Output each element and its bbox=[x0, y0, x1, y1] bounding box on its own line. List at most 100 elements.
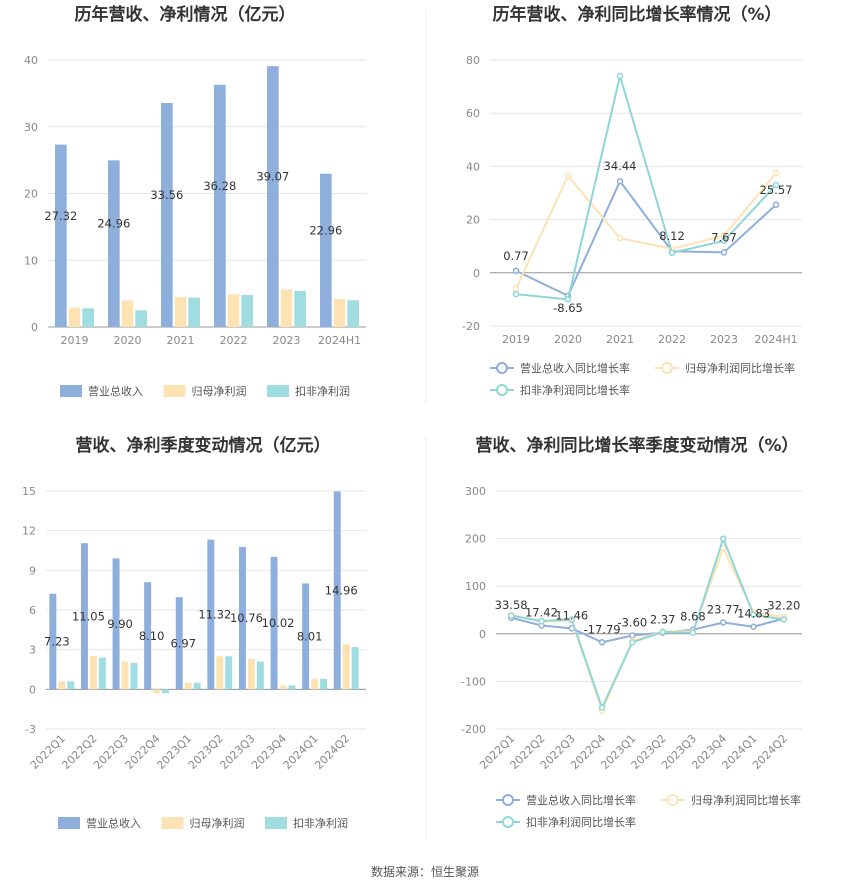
annual-growth-x-tick-2020: 2020 bbox=[554, 333, 582, 346]
annual-amount-bar-s2-2020 bbox=[135, 310, 147, 327]
annual-amount-legend-swatch-2 bbox=[267, 385, 289, 397]
annual-growth-x-tick-2019: 2019 bbox=[502, 333, 530, 346]
quarterly-amount-label-2022q2: 11.05 bbox=[72, 609, 105, 623]
annual-amount-x-tick-2024h1: 2024H1 bbox=[318, 334, 361, 347]
annual-amount-x-tick-2022: 2022 bbox=[220, 334, 248, 347]
quarterly-growth-legend-label-1: 归母净利润同比增长率 bbox=[691, 793, 801, 807]
annual-amount-y-tick: 0 bbox=[31, 321, 38, 334]
quarterly-amount-bar-s2-2022q1 bbox=[67, 681, 75, 690]
annual-growth-x-tick-2021: 2021 bbox=[606, 333, 634, 346]
data-source-footer: 数据来源：恒生聚源 bbox=[371, 864, 479, 879]
quarterly-amount-bar-s1-2022q1 bbox=[58, 681, 66, 690]
annual-amount-label-2023: 39.07 bbox=[256, 170, 289, 184]
quarterly-growth-point-s2-2022q4 bbox=[598, 704, 606, 711]
quarterly-amount-label-2024q1: 8.01 bbox=[297, 629, 323, 643]
annual-amount-bar-s2-2022 bbox=[241, 294, 253, 327]
quarterly-growth-legend-marker-2 bbox=[502, 816, 514, 828]
quarterly-growth-point-s2-2023q3 bbox=[689, 629, 697, 637]
annual-amount-bar-s1-2020 bbox=[121, 300, 134, 327]
annual-growth-point-s2-2019 bbox=[512, 290, 520, 298]
annual-growth-x-tick-2022: 2022 bbox=[658, 333, 686, 346]
annual-growth-point-s2-2021 bbox=[616, 72, 624, 80]
quarterly-amount-bar-s1-2024q2 bbox=[342, 644, 350, 690]
quarterly-growth-point-s2-2022q2 bbox=[538, 617, 545, 625]
quarterly-growth-point-s2-2023q4 bbox=[720, 535, 727, 542]
annual-growth-label-2019: 0.77 bbox=[503, 249, 529, 263]
annual-growth-point-s0-2023 bbox=[720, 249, 728, 256]
quarterly-amount-x-tick-2024q2: 2024Q2 bbox=[312, 732, 352, 772]
quarterly-amount-y-tick: 12 bbox=[22, 525, 36, 538]
annual-growth-label-2023: 7.67 bbox=[711, 230, 737, 244]
quarterly-growth-line-s1 bbox=[510, 545, 785, 714]
annual-growth-point-s2-2024h1 bbox=[772, 181, 780, 189]
quarterly-amount-label-2022q3: 9.90 bbox=[107, 617, 133, 631]
annual-growth-line-s0 bbox=[515, 179, 777, 298]
annual-growth-point-s1-2020 bbox=[564, 172, 572, 179]
annual-growth-legend-marker-0 bbox=[496, 362, 508, 374]
quarterly-amount-bar-s1-2024q1 bbox=[311, 678, 319, 690]
annual-amount-bar-s0-2020 bbox=[108, 160, 120, 327]
annual-growth-point-s2-2023 bbox=[720, 237, 728, 245]
quarterly-growth-y-tick: -200 bbox=[461, 723, 486, 736]
quarterly-growth-point-s2-2022q1 bbox=[507, 612, 515, 619]
annual-growth-point-s2-2022 bbox=[668, 249, 676, 257]
annual-amount-legend-label-0: 营业总收入 bbox=[88, 384, 143, 398]
quarterly-growth-point-s2-2022q3 bbox=[568, 616, 575, 623]
annual-amount-label-2022: 36.28 bbox=[203, 179, 236, 193]
quarterly-growth-y-tick: 100 bbox=[465, 580, 486, 593]
quarterly-amount-bar-s2-2023q4 bbox=[288, 685, 296, 690]
quarterly-growth-legend-marker-1 bbox=[667, 794, 679, 806]
quarterly-growth-point-s2-2024q1 bbox=[750, 611, 757, 619]
annual-amount-bar-s2-2021 bbox=[188, 297, 200, 327]
quarterly-amount-y-tick: 3 bbox=[29, 644, 36, 657]
quarterly-amount-label-2022q4: 8.10 bbox=[139, 629, 165, 643]
quarterly-amount-bar-s1-2022q4 bbox=[153, 689, 161, 694]
annual-amount-bar-s1-2019 bbox=[68, 307, 81, 327]
quarterly-growth-y-tick: 200 bbox=[465, 533, 486, 546]
annual-growth-point-s0-2019 bbox=[512, 267, 520, 275]
quarterly-amount-bar-s0-2022q1 bbox=[49, 593, 57, 690]
quarterly-growth-line-s0 bbox=[510, 616, 785, 644]
quarterly-amount-label-2023q1: 6.97 bbox=[170, 636, 196, 650]
quarterly-amount-bar-s0-2024q1 bbox=[302, 583, 310, 690]
quarterly-growth-point-s2-2024q2 bbox=[780, 616, 788, 623]
quarterly-amount-bar-s2-2023q1 bbox=[193, 682, 201, 690]
quarterly-amount-bar-s2-2022q4 bbox=[162, 689, 170, 694]
quarterly-amount-legend-label-0: 营业总收入 bbox=[86, 816, 141, 830]
quarterly-growth-point-s2-2023q1 bbox=[629, 639, 636, 646]
quarterly-amount-title: 营收、净利季度变动情况（亿元） bbox=[76, 435, 331, 456]
quarterly-growth-point-s0-2022q4 bbox=[598, 639, 606, 646]
quarterly-amount-bar-s2-2023q2 bbox=[225, 656, 233, 690]
annual-growth-point-s1-2021 bbox=[616, 234, 624, 242]
annual-growth-y-tick: -20 bbox=[462, 320, 480, 333]
quarterly-growth-point-s0-2024q1 bbox=[750, 623, 757, 630]
annual-amount-legend-label-2: 扣非净利润 bbox=[295, 384, 350, 398]
annual-growth-title: 历年营收、净利同比增长率情况（%） bbox=[492, 4, 781, 25]
annual-amount-bar-s1-2022 bbox=[227, 294, 240, 327]
quarterly-amount-bar-s1-2022q2 bbox=[89, 656, 97, 690]
quarterly-amount-y-tick: -3 bbox=[25, 723, 36, 736]
quarterly-amount-label-2023q4: 10.02 bbox=[262, 616, 295, 630]
annual-growth-legend-marker-2 bbox=[496, 384, 508, 396]
annual-amount-x-tick-2021: 2021 bbox=[167, 334, 195, 347]
annual-growth-legend-marker-1 bbox=[661, 362, 673, 374]
quarterly-growth-title: 营收、净利同比增长率季度变动情况（%） bbox=[475, 435, 798, 456]
annual-growth-y-tick: 40 bbox=[466, 160, 480, 173]
annual-amount-bar-s2-2019 bbox=[82, 308, 94, 327]
quarterly-amount-bar-s2-2022q2 bbox=[98, 657, 106, 690]
annual-growth-y-tick: 60 bbox=[466, 107, 480, 120]
annual-growth-legend-label-1: 归母净利润同比增长率 bbox=[685, 361, 795, 375]
quarterly-growth-line-s2 bbox=[510, 535, 785, 711]
annual-growth-line-s2 bbox=[515, 72, 777, 301]
quarterly-amount-y-tick: 15 bbox=[22, 485, 36, 498]
annual-amount-y-tick: 20 bbox=[24, 188, 38, 201]
annual-growth-x-tick-2024h1: 2024H1 bbox=[754, 333, 797, 346]
quarterly-amount-label-2022q1: 7.23 bbox=[44, 635, 70, 649]
annual-amount-x-tick-2023: 2023 bbox=[273, 334, 301, 347]
quarterly-growth-point-s0-2023q1 bbox=[629, 632, 636, 639]
annual-growth-point-s2-2020 bbox=[564, 296, 572, 303]
quarterly-amount-bar-s2-2022q3 bbox=[130, 662, 138, 690]
annual-amount-title: 历年营收、净利情况（亿元） bbox=[75, 4, 296, 25]
annual-growth-label-2022: 8.12 bbox=[659, 229, 685, 243]
